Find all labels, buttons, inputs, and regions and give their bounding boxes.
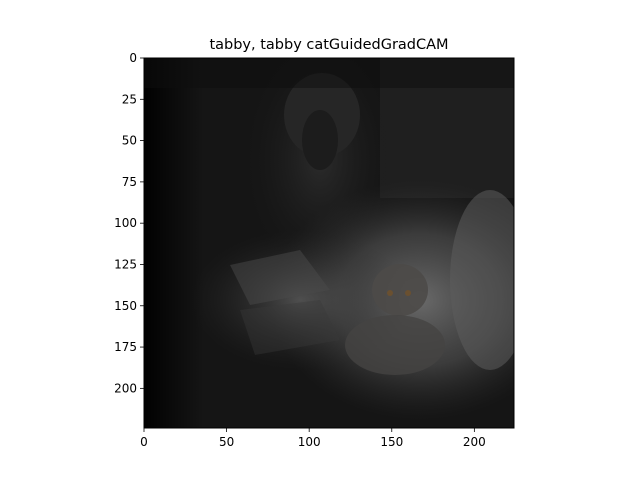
y-axis-ticks: 0 25 50 75 100 125 150 175 200 [114, 51, 144, 395]
y-tick-label: 50 [122, 134, 137, 148]
y-tick-label: 0 [129, 51, 137, 65]
cam-highlight-right [450, 190, 514, 370]
x-tick-label: 150 [380, 435, 403, 449]
axes-frame [143, 57, 515, 429]
y-tick-label: 125 [114, 257, 137, 271]
cat-eye-right [405, 290, 411, 296]
plot-title: tabby, tabby catGuidedGradCAM [209, 37, 448, 53]
gradcam-image [144, 58, 514, 428]
x-tick-label: 100 [298, 435, 321, 449]
y-tick-label: 25 [122, 92, 137, 106]
x-tick-label: 50 [219, 435, 234, 449]
cat-head [372, 264, 428, 316]
x-tick-label: 200 [463, 435, 486, 449]
y-tick-label: 150 [114, 299, 137, 313]
x-axis-ticks: 0 50 100 150 200 [140, 428, 486, 449]
x-tick-label: 0 [140, 435, 148, 449]
cat-body [345, 315, 445, 375]
top-shadow [144, 58, 514, 88]
y-tick-label: 100 [114, 216, 137, 230]
floor-tile [230, 250, 330, 305]
floor-tile-2 [240, 300, 340, 355]
y-tick-label: 200 [114, 381, 137, 395]
dog-muzzle [302, 110, 338, 170]
cat-eye-left [387, 290, 393, 296]
y-tick-label: 75 [122, 175, 137, 189]
left-vignette [144, 58, 204, 428]
y-tick-label: 175 [114, 340, 137, 354]
